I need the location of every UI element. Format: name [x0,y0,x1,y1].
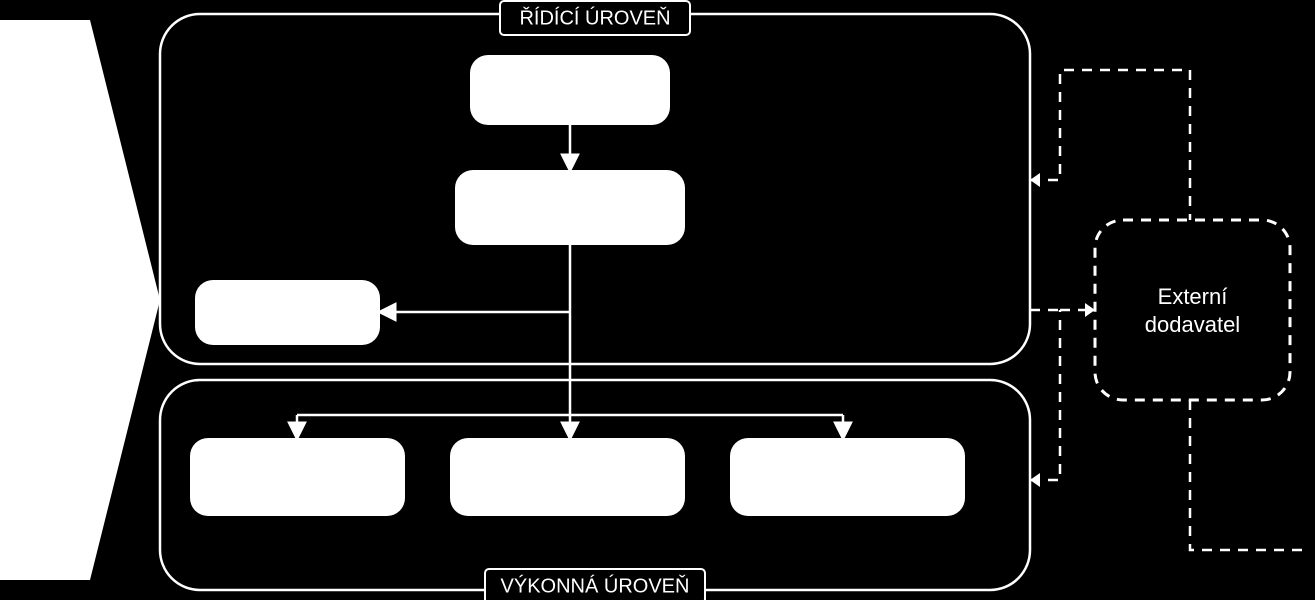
node-n3 [195,280,380,345]
dashed-node-label-1: Externí [1158,284,1228,309]
node-b1 [190,438,405,516]
dashed-node-label-2: dodavatel [1145,312,1240,337]
node-n1 [470,55,670,125]
container-label-top: ŘÍDÍCÍ ÚROVEŇ [519,6,670,29]
node-b3 [730,438,965,516]
node-n2 [455,170,685,245]
container-label-bottom: VÝKONNÁ ÚROVEŇ [501,574,690,597]
node-b2 [450,438,685,516]
